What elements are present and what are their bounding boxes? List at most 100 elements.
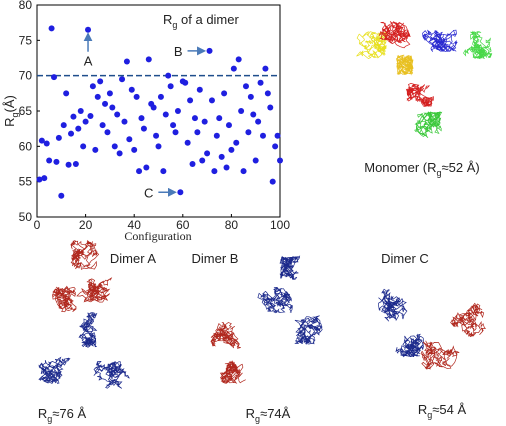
x-tick-label: 80 — [225, 218, 239, 232]
data-point — [272, 143, 279, 150]
dimer-rg: Rg≈76 Å — [38, 406, 87, 424]
data-point — [223, 164, 230, 171]
data-point — [58, 192, 65, 199]
data-point — [51, 74, 58, 81]
data-point — [123, 58, 130, 65]
data-point — [174, 108, 181, 114]
data-point — [269, 178, 276, 185]
data-point — [201, 118, 208, 125]
data-point — [252, 157, 259, 164]
rg-text: R — [246, 406, 255, 421]
data-point — [94, 93, 101, 100]
data-point — [114, 111, 121, 118]
data-point — [225, 122, 232, 129]
x-tick-label: 20 — [79, 218, 93, 232]
molecule-trace — [294, 315, 323, 345]
data-point — [170, 122, 177, 129]
data-point — [247, 93, 254, 100]
data-point — [153, 132, 160, 139]
data-point — [228, 146, 235, 153]
annotation-label: A — [84, 54, 93, 69]
data-point — [184, 139, 191, 146]
data-point — [126, 136, 133, 143]
data-point — [216, 115, 223, 122]
y-label-sub: g — [10, 112, 20, 117]
label-text: ≈52 Å) — [442, 160, 480, 175]
molecule-trace — [378, 288, 408, 322]
data-point — [48, 25, 55, 32]
molecule-images — [38, 21, 493, 389]
molecule-trace — [93, 361, 130, 389]
data-point — [116, 150, 123, 157]
molecule-trace — [279, 255, 301, 280]
data-point — [206, 47, 213, 54]
data-point — [131, 146, 138, 153]
data-point — [199, 157, 206, 164]
y-tick-label: 80 — [19, 0, 33, 12]
data-point — [65, 161, 72, 168]
data-point — [68, 130, 75, 137]
y-label-text: (Å) — [2, 95, 17, 112]
data-point — [196, 86, 203, 93]
data-point — [255, 118, 262, 125]
data-point — [277, 157, 283, 164]
molecule-trace — [395, 333, 425, 358]
dimer-rg: Rg≈54 Å — [418, 402, 467, 420]
data-point — [41, 175, 48, 182]
annotation-label: B — [174, 44, 183, 59]
data-point — [80, 143, 87, 150]
data-point — [55, 134, 62, 141]
data-point — [104, 129, 111, 136]
rg-text: ≈74Å — [260, 406, 291, 421]
dimer-rg: Rg≈74Å — [246, 406, 291, 424]
data-point — [221, 90, 228, 97]
y-label-text: R — [2, 117, 17, 126]
data-point — [43, 140, 50, 147]
data-point — [99, 122, 106, 129]
data-point — [274, 132, 281, 139]
rg-text: ≈54 Å — [432, 402, 466, 417]
data-point — [109, 104, 116, 111]
data-point — [70, 113, 77, 120]
data-point — [162, 111, 169, 118]
data-point — [75, 125, 82, 132]
x-tick-label: 60 — [176, 218, 190, 232]
y-tick-label: 65 — [19, 104, 33, 118]
data-point — [245, 129, 252, 136]
data-point — [87, 112, 94, 119]
y-axis-label: Rg(Å) — [2, 95, 20, 127]
data-point — [85, 26, 92, 33]
data-point — [264, 90, 271, 97]
data-point — [46, 157, 53, 164]
data-point — [187, 97, 194, 104]
data-point — [72, 161, 79, 167]
data-point — [136, 168, 143, 175]
x-tick-label: 0 — [34, 218, 41, 232]
rg-sub: g — [255, 414, 260, 424]
data-point — [60, 122, 67, 129]
molecule-trace — [38, 356, 71, 385]
data-point — [157, 93, 164, 100]
label-sub: g — [437, 168, 442, 178]
data-point — [259, 132, 266, 139]
molecule-trace — [405, 83, 434, 108]
data-point — [38, 137, 45, 144]
data-point — [102, 100, 109, 107]
molecule-trace — [395, 54, 414, 76]
data-point — [191, 115, 198, 122]
rg-text: ≈76 Å — [52, 406, 86, 421]
title-text: of a dimer — [177, 12, 239, 27]
data-point — [230, 65, 237, 72]
data-point — [213, 132, 220, 139]
molecule-trace — [219, 360, 246, 384]
molecule-trace — [210, 322, 241, 349]
y-tick-label: 75 — [19, 33, 33, 47]
data-point — [257, 79, 264, 86]
x-axis-label: Configuration — [124, 229, 191, 243]
data-point — [77, 108, 84, 114]
y-tick-label: 55 — [19, 175, 33, 189]
data-point — [250, 111, 257, 118]
molecule-trace — [463, 30, 493, 60]
molecule-trace — [356, 31, 388, 60]
